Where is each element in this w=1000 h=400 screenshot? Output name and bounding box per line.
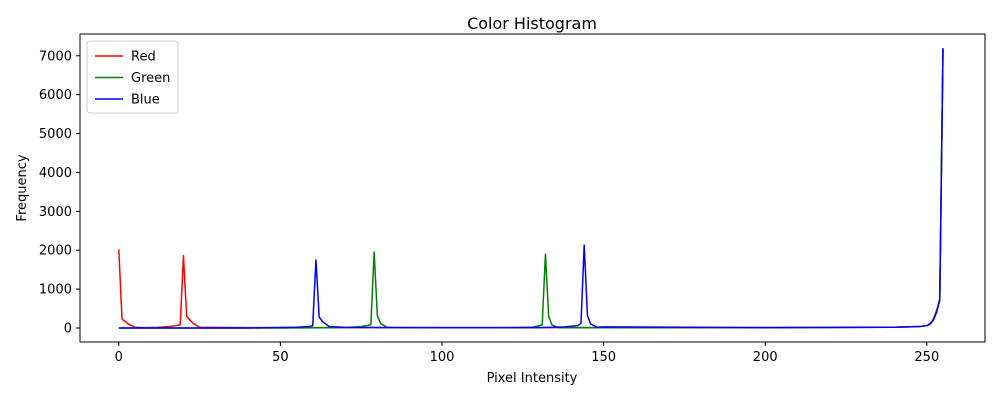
legend: Red Green Blue	[86, 40, 179, 114]
chart-title: Color Histogram	[467, 14, 597, 33]
y-tick-label: 4000	[39, 166, 72, 181]
y-tick-label: 3000	[39, 205, 72, 220]
y-tick-label: 0	[64, 322, 72, 337]
x-tick-label: 200	[753, 350, 778, 365]
legend-label-red: Red	[131, 50, 156, 65]
plot-area	[118, 47, 944, 329]
y-axis-ticks: 0 1000 2000 3000 4000 5000 6000 7000	[39, 49, 80, 337]
y-tick-label: 5000	[39, 127, 72, 142]
y-axis-label: Frequency	[15, 154, 30, 221]
x-tick-label: 0	[115, 350, 123, 365]
legend-box	[86, 40, 179, 114]
x-axis-ticks: 0 50 100 150 200 250	[115, 342, 939, 365]
y-tick-label: 1000	[39, 283, 72, 298]
legend-label-blue: Blue	[131, 93, 160, 108]
y-tick-label: 7000	[39, 49, 72, 64]
y-tick-label: 2000	[39, 244, 72, 259]
series-line-blue	[118, 47, 944, 329]
x-tick-label: 150	[591, 350, 616, 365]
axes-frame	[79, 33, 986, 343]
x-axis-label: Pixel Intensity	[487, 371, 578, 386]
legend-label-green: Green	[131, 71, 170, 86]
x-tick-label: 50	[272, 350, 289, 365]
y-tick-label: 6000	[39, 88, 72, 103]
x-tick-label: 100	[430, 350, 455, 365]
x-tick-label: 250	[914, 350, 939, 365]
